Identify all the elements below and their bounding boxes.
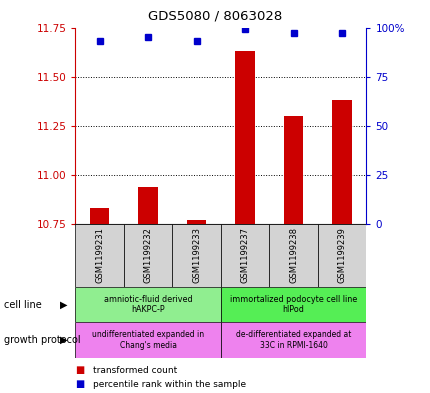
Bar	[138, 187, 157, 224]
Text: GSM1199239: GSM1199239	[337, 228, 346, 283]
Bar	[235, 51, 254, 224]
Bar	[220, 287, 366, 322]
Bar	[75, 224, 124, 287]
Text: amniotic-fluid derived
hAKPC-P: amniotic-fluid derived hAKPC-P	[104, 295, 192, 314]
Text: ■: ■	[75, 379, 84, 389]
Text: ▶: ▶	[60, 335, 68, 345]
Bar	[269, 224, 317, 287]
Text: percentile rank within the sample: percentile rank within the sample	[92, 380, 245, 389]
Text: cell line: cell line	[4, 299, 42, 310]
Text: GSM1199232: GSM1199232	[143, 228, 152, 283]
Text: GSM1199231: GSM1199231	[95, 228, 104, 283]
Bar	[75, 287, 220, 322]
Bar	[75, 322, 220, 358]
Bar	[220, 224, 269, 287]
Text: ■: ■	[75, 365, 84, 375]
Bar	[283, 116, 303, 224]
Bar	[124, 224, 172, 287]
Text: de-differentiated expanded at
33C in RPMI-1640: de-differentiated expanded at 33C in RPM…	[235, 330, 350, 350]
Bar	[332, 100, 351, 224]
Text: undifferentiated expanded in
Chang's media: undifferentiated expanded in Chang's med…	[92, 330, 204, 350]
Bar	[317, 224, 366, 287]
Text: immortalized podocyte cell line
hIPod: immortalized podocyte cell line hIPod	[230, 295, 356, 314]
Text: ▶: ▶	[60, 299, 68, 310]
Text: GDS5080 / 8063028: GDS5080 / 8063028	[148, 10, 282, 23]
Bar	[187, 220, 206, 224]
Text: GSM1199233: GSM1199233	[192, 228, 201, 283]
Text: growth protocol: growth protocol	[4, 335, 81, 345]
Bar	[220, 322, 366, 358]
Text: GSM1199238: GSM1199238	[289, 228, 298, 283]
Text: transformed count: transformed count	[92, 365, 176, 375]
Text: GSM1199237: GSM1199237	[240, 228, 249, 283]
Bar	[172, 224, 220, 287]
Bar	[90, 208, 109, 224]
